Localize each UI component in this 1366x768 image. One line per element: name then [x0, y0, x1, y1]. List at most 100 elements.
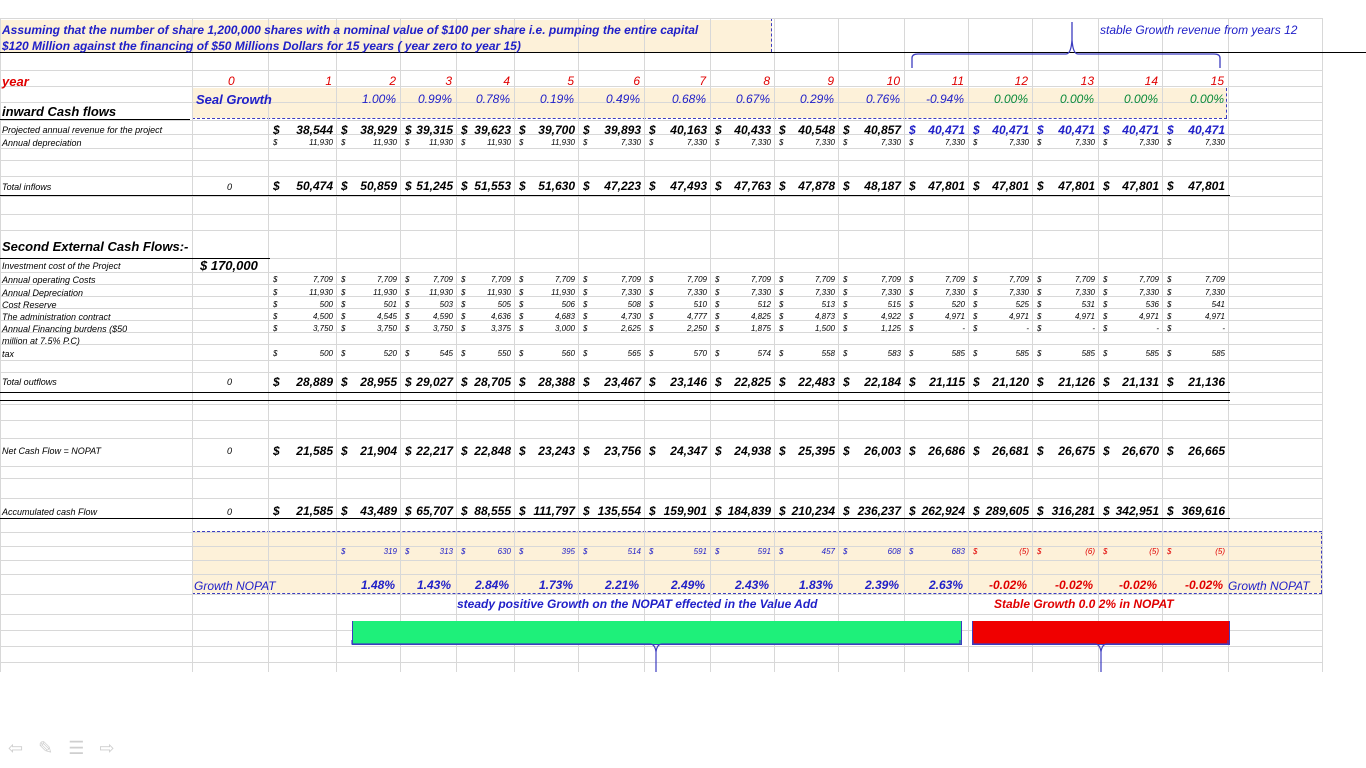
growth-row-border	[192, 118, 1227, 119]
dollar-sign: $	[405, 138, 410, 147]
nopat-change-cell: (6)	[1085, 547, 1095, 556]
slide-nav-bar: ⇦ ✎ ☰ ⇨	[8, 738, 124, 759]
menu-icon[interactable]: ☰	[68, 738, 85, 758]
total-outflows-cell: 29,027	[416, 375, 453, 389]
tax-cell: 585	[1015, 349, 1029, 358]
dollar-sign: $	[341, 504, 348, 518]
dollar-sign: $	[341, 179, 348, 193]
dollar-sign: $	[1037, 375, 1044, 389]
dollar-sign: $	[973, 504, 980, 518]
accumulated-cell: 88,555	[474, 504, 511, 518]
total-inflows-cell: 47,801	[992, 179, 1029, 193]
financing-cell: 3,750	[312, 324, 333, 333]
red-growth-bar	[972, 621, 1230, 645]
dollar-sign: $	[779, 547, 784, 556]
operating-cell: 7,709	[686, 275, 707, 284]
total-outflows-cell: 21,126	[1058, 375, 1095, 389]
grid-row-line	[0, 466, 1322, 467]
dollar-sign: $	[973, 349, 978, 358]
inward-title: inward Cash flows	[2, 104, 117, 119]
cost-reserve-cell: 515	[887, 300, 901, 309]
dollar-sign: $	[461, 444, 468, 458]
net-cash-flow-cell: 23,243	[538, 444, 575, 458]
dollar-sign: $	[461, 288, 466, 297]
financing-cell: 3,750	[432, 324, 453, 333]
nopat-growth-pct-cell: -0.02%	[1118, 578, 1157, 592]
net-cash-flow-cell: 22,848	[474, 444, 511, 458]
dollar-sign: $	[973, 179, 980, 193]
year-cell: 3	[445, 74, 452, 88]
dollar-sign: $	[405, 123, 412, 137]
year-cell: 0	[228, 74, 235, 88]
dollar-sign: $	[519, 275, 524, 284]
dollar-sign: $	[461, 275, 466, 284]
operating-cell: 7,709	[1138, 275, 1159, 284]
admin-contract-cell: 4,545	[376, 312, 397, 321]
total-inflows-cell: 50,859	[360, 179, 397, 193]
grid-col-line	[192, 18, 193, 672]
depreciation-cell: 7,330	[880, 138, 901, 147]
growth-nopat-label-right: Growth NOPAT	[1228, 579, 1310, 593]
year-cell: 4	[503, 74, 510, 88]
arrow-left-icon[interactable]: ⇦	[8, 738, 24, 758]
dollar-sign: $	[519, 349, 524, 358]
accumulated-cell: 43,489	[360, 504, 397, 518]
dollar-sign: $	[1167, 288, 1172, 297]
grid-row-line	[0, 284, 1322, 285]
arrow-right-icon[interactable]: ⇨	[99, 738, 115, 758]
dollar-sign: $	[843, 275, 848, 284]
grid-row-line	[0, 308, 1322, 309]
dollar-sign: $	[843, 300, 848, 309]
net-cash-flow-cell: 21,904	[360, 444, 397, 458]
year-cell: 11	[951, 74, 964, 88]
seal-growth-cell: 0.00%	[1189, 92, 1224, 106]
financing-cell: -	[1156, 324, 1159, 333]
dollar-sign: $	[715, 300, 720, 309]
year-cell: 12	[1014, 74, 1028, 88]
dollar-sign: $	[583, 312, 588, 321]
depreciation-cell: 11,930	[373, 138, 397, 147]
total-inflows-cell: 47,801	[1188, 179, 1225, 193]
dollar-sign: $	[519, 312, 524, 321]
depreciation-label: Annual depreciation	[2, 138, 82, 148]
dollar-sign: $	[1167, 138, 1172, 147]
dollar-sign: $	[909, 375, 916, 389]
grid-row-line	[0, 560, 1322, 561]
dollar-sign: $	[1103, 138, 1108, 147]
dollar-sign: $	[1103, 375, 1110, 389]
pen-icon[interactable]: ✎	[38, 738, 54, 758]
grid-row-line	[0, 420, 1322, 421]
dollar-sign: $	[1103, 312, 1108, 321]
seal-growth-cell: 0.49%	[605, 92, 640, 106]
grid-row-line	[0, 594, 1322, 595]
dollar-sign: $	[461, 179, 468, 193]
dollar-sign: $	[583, 179, 590, 193]
financing-cell: 3,375	[490, 324, 511, 333]
revenue-label: Projected annual revenue for the project	[2, 125, 163, 135]
assumption-line-2: $120 Million against the financing of $5…	[2, 39, 521, 53]
dollar-sign: $	[1103, 504, 1110, 518]
dollar-sign: $	[461, 312, 466, 321]
grid-row-line	[0, 574, 1322, 575]
dollar-sign: $	[583, 349, 588, 358]
dollar-sign: $	[273, 275, 278, 284]
dollar-sign: $	[1037, 300, 1042, 309]
financing-cell: -	[1222, 324, 1225, 333]
revenue-cell: 39,893	[604, 123, 641, 137]
grid-col-line	[0, 18, 1, 672]
total-outflows-cell: 21,136	[1188, 375, 1225, 389]
dollar-sign: $	[843, 179, 850, 193]
cost-reserve-cell: 506	[561, 300, 575, 309]
operating-cell: 7,709	[490, 275, 511, 284]
admin-contract-cell: 4,825	[750, 312, 771, 321]
dollar-sign: $	[405, 547, 410, 556]
admin-contract-cell: 4,777	[686, 312, 707, 321]
nopat-change-cell: 591	[757, 547, 771, 556]
dollar-sign: $	[273, 444, 280, 458]
dollar-sign: $	[341, 375, 348, 389]
total-outflows-cell: 21,120	[992, 375, 1029, 389]
annual-depreciation-cell: 7,330	[750, 288, 771, 297]
dollar-sign: $	[973, 375, 980, 389]
spreadsheet[interactable]: Assuming that the number of share 1,200,…	[0, 0, 1366, 672]
dollar-sign: $	[779, 444, 786, 458]
